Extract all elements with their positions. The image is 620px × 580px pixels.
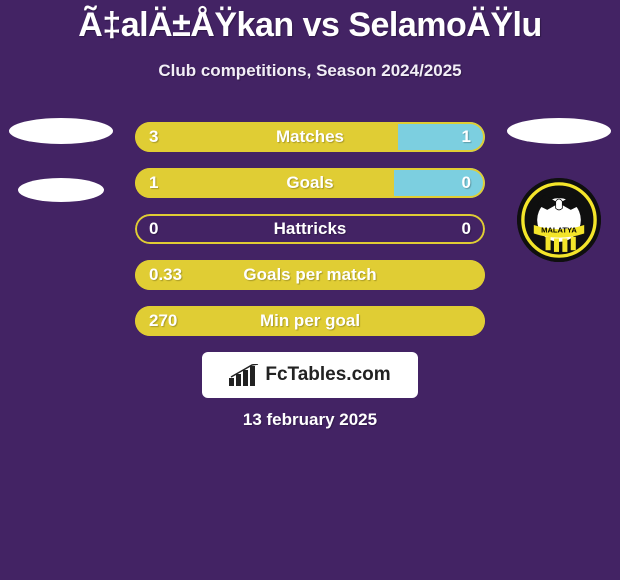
stat-label: Goals per match [135,260,485,290]
comparison-date: 13 february 2025 [0,410,620,430]
stat-value-left: 270 [149,306,177,336]
stat-value-left: 3 [149,122,158,152]
stat-value-right: 0 [462,168,471,198]
stat-row: Matches3 1 [135,122,485,152]
left-logo-placeholder-1 [9,118,113,144]
badge-eagle-head [556,199,563,210]
stat-row: Min per goal270 [135,306,485,336]
right-club-badge: MALATYA [517,178,601,262]
stat-label: Goals [135,168,485,198]
stat-value-left: 0 [149,214,158,244]
badge-stripe-1 [546,237,551,250]
watermark[interactable]: FcTables.com [202,352,418,398]
stat-value-left: 1 [149,168,158,198]
badge-stripe-4 [571,237,576,250]
badge-stripe-3 [562,238,567,251]
page-title: Ã‡alÄ±ÅŸkan vs SelamoÄŸlu [0,0,620,45]
stat-value-right: 0 [462,214,471,244]
bar-chart-icon [229,364,259,386]
stat-row: Hattricks0 0 [135,214,485,244]
stat-label: Matches [135,122,485,152]
right-logo-placeholder-1 [507,118,611,144]
badge-text: MALATYA [541,226,577,235]
stat-row: Goals per match0.33 [135,260,485,290]
page-subtitle: Club competitions, Season 2024/2025 [0,61,620,81]
right-logo-column: MALATYA [504,118,614,262]
comparison-card: Ã‡alÄ±ÅŸkan vs SelamoÄŸlu Club competiti… [0,0,620,580]
badge-stripe-2 [554,238,559,251]
watermark-text: FcTables.com [265,364,390,386]
stats-container: Matches31Goals10Hattricks00Goals per mat… [135,122,485,352]
left-logo-column [6,118,116,202]
club-badge-icon: MALATYA [517,178,601,262]
stat-row: Goals1 0 [135,168,485,198]
stat-value-right: 1 [462,122,471,152]
stat-label: Hattricks [135,214,485,244]
left-logo-placeholder-2 [18,178,104,202]
stat-label: Min per goal [135,306,485,336]
stat-value-left: 0.33 [149,260,182,290]
